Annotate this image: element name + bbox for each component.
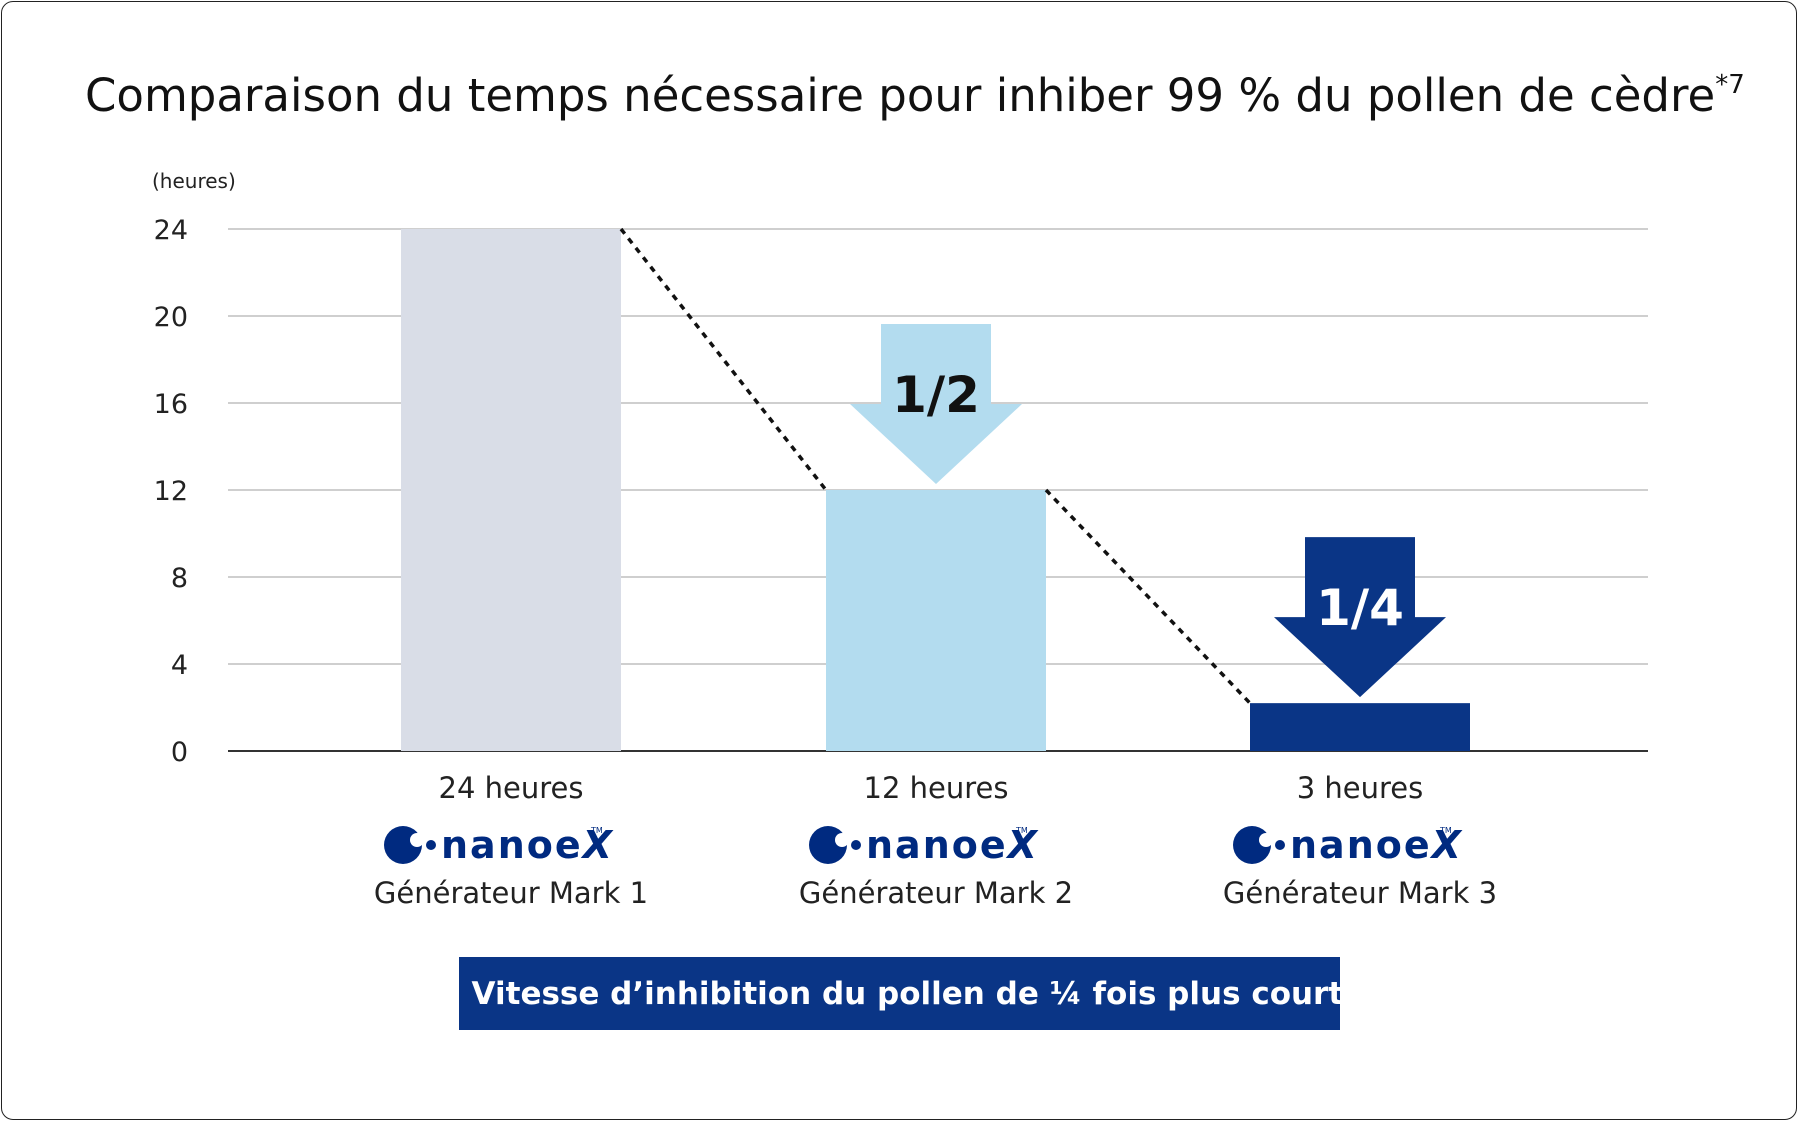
nanoex-logo-dot (426, 840, 436, 850)
y-tick-label-4: 4 (171, 650, 188, 681)
bar-1 (401, 229, 621, 751)
generator-label-3: Générateur Mark 3 (1223, 876, 1497, 910)
bar-3 (1250, 703, 1470, 751)
nanoex-logo-x: X (581, 823, 614, 867)
generator-label-2: Générateur Mark 2 (799, 876, 1073, 910)
trend-segment-1 (619, 227, 828, 492)
y-axis-ticks: 0 4 8 12 16 20 24 (154, 215, 188, 768)
bar-value-label-1: 24 heures (439, 771, 584, 805)
nanoex-logo-tm: TM (590, 826, 603, 835)
nanoex-logo-x: X (1430, 823, 1463, 867)
nanoex-logo-notch (835, 833, 849, 847)
ratio-arrow-2 (1274, 537, 1446, 698)
trend-segment-2 (1044, 488, 1252, 705)
nanoex-logo-tm: TM (1015, 826, 1028, 835)
trend-dotted-line (619, 227, 1252, 705)
ratio-arrows: 1/2 1/4 (850, 324, 1446, 698)
summary-banner-text: = Vitesse d’inhibition du pollen de ¼ fo… (435, 976, 1364, 1012)
y-tick-label-16: 16 (154, 389, 188, 420)
nanoex-logo-tm: TM (1439, 826, 1452, 835)
nanoex-logo-dot (851, 840, 861, 850)
nanoex-logo-word: nanoe (866, 823, 1008, 867)
bar-value-label-2: 12 heures (864, 771, 1009, 805)
nanoex-logo-notch (1259, 833, 1273, 847)
bars (401, 229, 1470, 751)
ratio-label-1: 1/2 (892, 366, 980, 424)
chart-title-text: Comparaison du temps nécessaire pour inh… (85, 69, 1715, 122)
summary-banner (459, 957, 1340, 1030)
bar-value-label-3: 3 heures (1297, 771, 1424, 805)
chart-title: Comparaison du temps nécessaire pour inh… (85, 69, 1745, 122)
generator-label-1: Générateur Mark 1 (374, 876, 648, 910)
nanoex-logo-word: nanoe (1290, 823, 1432, 867)
y-tick-label-8: 8 (171, 563, 188, 594)
nanoex-logo-wordmark: nanoeX (866, 823, 1039, 867)
y-tick-label-24: 24 (154, 215, 188, 246)
y-tick-label-12: 12 (154, 476, 188, 507)
nanoex-logo-notch (410, 833, 424, 847)
nanoex-logo-wordmark: nanoeX (441, 823, 614, 867)
y-axis-unit-label: (heures) (152, 169, 236, 193)
bar-2 (826, 490, 1046, 751)
ratio-label-2: 1/4 (1316, 579, 1404, 637)
y-tick-label-0: 0 (171, 737, 188, 768)
nanoex-logo-dot (1275, 840, 1285, 850)
y-tick-label-20: 20 (154, 302, 188, 333)
nanoex-logo-x: X (1006, 823, 1039, 867)
ratio-arrow-1 (850, 324, 1022, 484)
nanoex-logo-word: nanoe (441, 823, 583, 867)
nanoex-logo-wordmark: nanoeX (1290, 823, 1463, 867)
chart-title-note: *7 (1715, 70, 1745, 100)
